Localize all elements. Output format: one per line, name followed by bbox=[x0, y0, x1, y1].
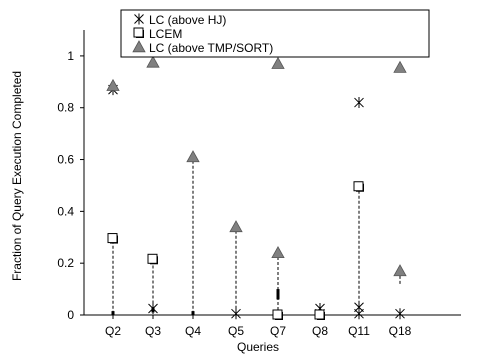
legend-label: LC (above HJ) bbox=[149, 13, 226, 27]
y-axis-title: Fraction of Query Execution Completed bbox=[10, 71, 24, 281]
point-triangle bbox=[393, 60, 407, 73]
point-triangle bbox=[106, 78, 120, 91]
legend-label: LC (above TMP/SORT) bbox=[149, 41, 273, 55]
legend-label: LCEM bbox=[149, 27, 182, 41]
point-asterisk bbox=[354, 308, 364, 320]
point-asterisk bbox=[231, 308, 241, 320]
x-tick-label: Q5 bbox=[228, 324, 244, 338]
point-triangle bbox=[393, 264, 407, 277]
y-tick-label: 1 bbox=[67, 49, 74, 63]
y-tick-label: 0.2 bbox=[57, 256, 74, 270]
x-tick-label: Q2 bbox=[105, 324, 121, 338]
point-triangle bbox=[271, 245, 285, 259]
x-tick-label: Q4 bbox=[185, 324, 201, 338]
point-square bbox=[353, 181, 364, 192]
y-tick-label: 0.6 bbox=[57, 153, 74, 167]
y-tick-label: 0.8 bbox=[57, 101, 74, 115]
chart-marks bbox=[106, 55, 407, 320]
point-triangle bbox=[186, 150, 200, 163]
small-bar bbox=[191, 311, 195, 315]
point-square bbox=[272, 309, 283, 320]
x-tick-label: Q7 bbox=[270, 324, 286, 338]
y-tick-label: 0 bbox=[67, 308, 74, 322]
legend-marker-square bbox=[133, 27, 144, 38]
legend-marker-asterisk bbox=[134, 13, 144, 25]
small-bar bbox=[111, 311, 115, 315]
chart-dashed-ranges bbox=[112, 156, 401, 315]
point-asterisk bbox=[148, 303, 158, 315]
x-axis-title: Queries bbox=[237, 340, 279, 354]
point-asterisk bbox=[354, 97, 364, 109]
x-tick-label: Q3 bbox=[145, 324, 161, 338]
legend-box bbox=[120, 9, 430, 58]
legend-marker-triangle bbox=[132, 40, 146, 53]
point-triangle bbox=[229, 220, 243, 233]
small-bar bbox=[276, 289, 280, 300]
point-triangle bbox=[271, 56, 285, 69]
x-tick-label: Q11 bbox=[348, 324, 370, 338]
point-square bbox=[107, 233, 118, 244]
x-tick-label: Q8 bbox=[312, 324, 328, 338]
point-asterisk bbox=[395, 308, 405, 320]
y-tick-label: 0.4 bbox=[57, 204, 74, 218]
x-tick-label: Q18 bbox=[389, 324, 412, 338]
point-square bbox=[147, 253, 158, 264]
point-triangle bbox=[146, 55, 160, 68]
chart-axes: 0 0.2 0.4 0.6 0.8 1 Q2 Q3 Q4 Q5 Q7 Q8 Q11 Q18 bbox=[57, 30, 461, 338]
point-square bbox=[314, 309, 325, 320]
